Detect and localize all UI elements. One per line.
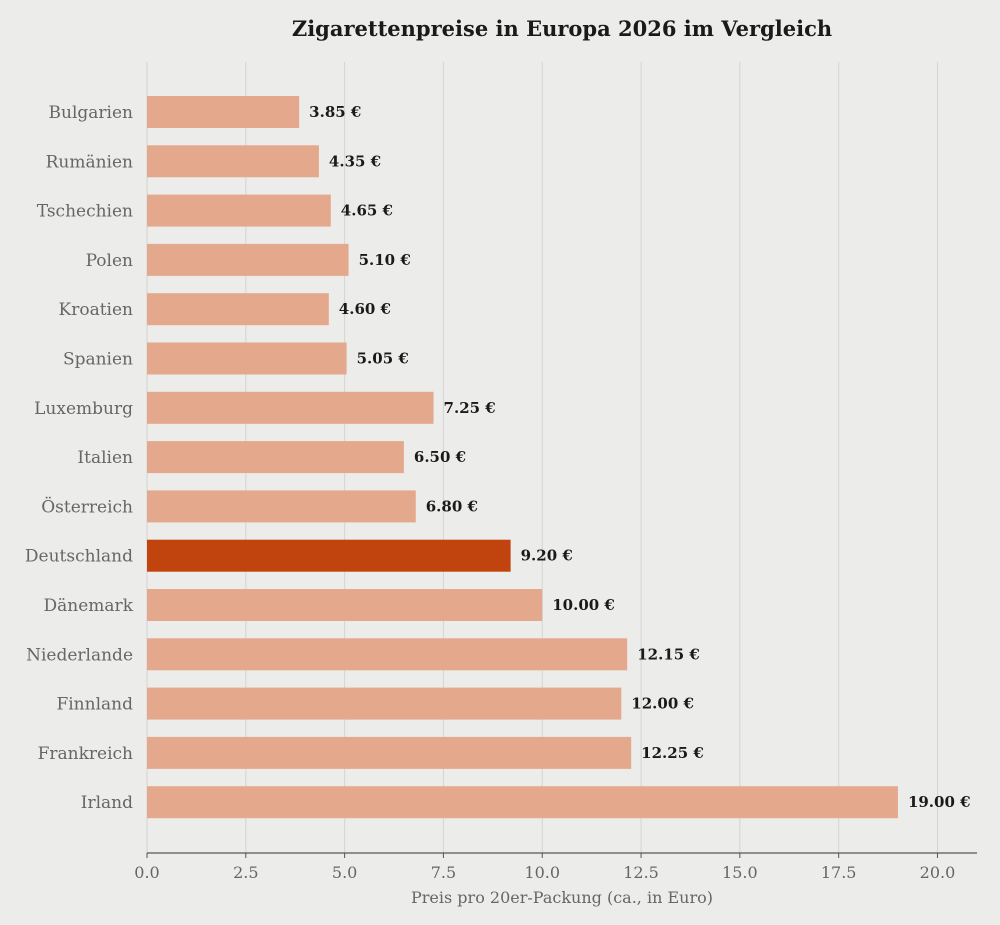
x-axis: 0.0 2.5 5.0 7.5 10.0 12.5 15.0 17.5 20.0 [134,852,977,882]
x-tick-label: 2.5 [233,863,258,882]
bars [147,96,898,819]
category-label: Kroatien [59,300,134,320]
bar [147,490,416,523]
bar-value-label: 19.00 € [908,793,971,811]
x-tick-label: 15.0 [722,863,758,882]
category-label: Finnland [56,695,133,715]
bar [147,638,628,671]
bar [147,687,622,720]
bar [147,736,632,769]
bar-value-label: 7.25 € [444,399,496,417]
category-label: Frankreich [38,744,133,764]
bar-value-label: 3.85 € [309,103,361,121]
category-label: Rumänien [46,152,133,172]
bar-value-label: 5.05 € [357,350,409,368]
bar-value-label: 5.10 € [359,251,411,269]
x-tick-label: 7.5 [431,863,456,882]
category-label: Irland [81,793,133,813]
bar-value-label: 10.00 € [552,596,615,614]
category-label: Luxemburg [34,399,133,419]
bar [147,391,434,424]
category-label: Bulgarien [49,103,134,123]
x-tick-label: 20.0 [920,863,956,882]
bar-value-label: 9.20 € [521,547,573,565]
bar-value-label: 12.00 € [631,695,694,713]
bar [147,145,319,178]
bar-value-label: 6.80 € [426,497,478,515]
category-label: Polen [86,251,133,271]
bar [147,96,300,128]
x-axis-label: Preis pro 20er-Packung (ca., in Euro) [411,888,713,907]
x-tick-label: 5.0 [332,863,357,882]
x-tick-label: 0.0 [134,863,159,882]
bar-value-label: 4.65 € [341,202,393,220]
bar-value-label: 6.50 € [414,448,466,466]
bar [147,589,543,621]
bar [147,441,404,474]
category-label: Italien [77,448,133,468]
chart-title: Zigarettenpreise in Europa 2026 im Vergl… [292,16,832,41]
x-tick-label: 10.0 [524,863,560,882]
bar-value-label: 12.25 € [641,744,704,762]
value-labels: 3.85 € 4.35 € 4.65 € 5.10 € 4.60 € 5.05 € 7.25… [309,103,970,811]
category-label: Niederlande [26,645,133,665]
bar-value-label: 12.15 € [637,645,700,663]
x-tick-label: 17.5 [821,863,857,882]
bar [147,293,329,326]
category-label: Österreich [41,496,133,517]
category-labels: Bulgarien Rumänien Tschechien Polen Kroatien… [25,103,134,813]
bar-value-label: 4.35 € [329,152,381,170]
category-label: Dänemark [44,596,134,616]
bar-value-label: 4.60 € [339,300,391,318]
bar [147,194,331,227]
bar [147,786,898,819]
x-tick-label: 12.5 [623,863,659,882]
bar [147,539,511,572]
category-label: Tschechien [37,202,133,222]
bar [147,342,347,375]
category-label: Deutschland [25,547,133,567]
category-label: Spanien [63,350,133,370]
bar [147,243,349,276]
